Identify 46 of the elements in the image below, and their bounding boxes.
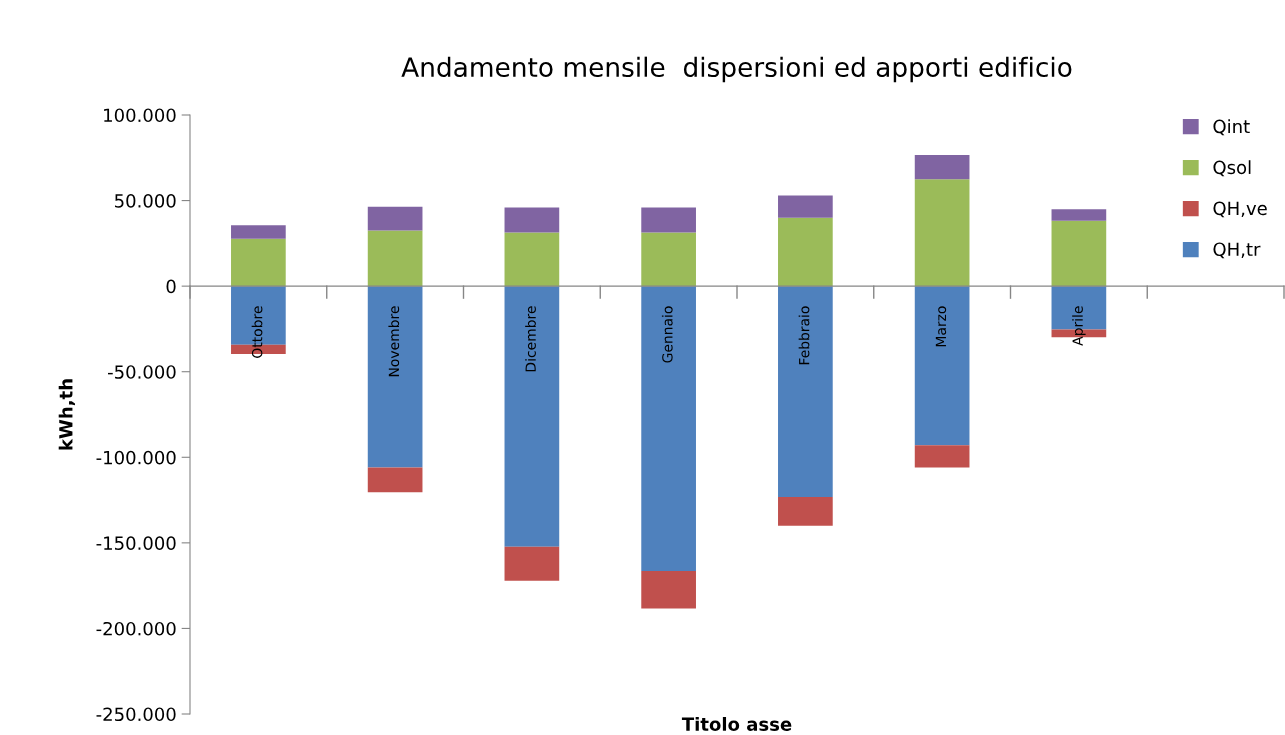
bar	[641, 232, 696, 287]
legend-label: Qint	[1213, 119, 1250, 136]
x-tick-label: Marzo	[935, 306, 947, 347]
bar	[914, 286, 970, 446]
x-tick-label: Febbraio	[798, 306, 810, 365]
y-tick-label: -100.000	[96, 450, 176, 465]
y-tick-label: -200.000	[96, 621, 176, 636]
bar	[367, 467, 423, 493]
x-tick-label: Ottobre	[251, 306, 263, 358]
bar	[641, 571, 696, 609]
y-axis-title: kWh,th	[58, 379, 75, 450]
bar	[1051, 220, 1107, 287]
x-axis-title: Titolo asse	[681, 716, 792, 731]
bar	[1051, 209, 1107, 221]
bar	[504, 232, 560, 287]
y-tick-label: -250.000	[96, 707, 176, 722]
bar	[231, 225, 286, 239]
x-tick-label: Gennaio	[661, 306, 673, 363]
y-tick-label: -150.000	[96, 536, 176, 550]
bar	[367, 286, 423, 468]
legend-label: QH,tr	[1213, 242, 1261, 259]
bar	[778, 217, 833, 287]
bar	[914, 179, 970, 287]
bar	[778, 286, 833, 497]
legend-label: QH,ve	[1213, 201, 1267, 218]
y-tick-label: 0	[166, 279, 176, 294]
bar	[778, 496, 833, 526]
bar	[504, 546, 560, 581]
bar	[367, 206, 423, 231]
x-tick-label: Aprile	[1072, 306, 1086, 346]
x-tick-label: Novembre	[388, 306, 400, 377]
bar	[641, 286, 696, 572]
bar	[367, 230, 423, 287]
bar	[778, 195, 833, 218]
bar	[641, 207, 696, 233]
x-tick-label: Dicembre	[525, 306, 536, 372]
bar	[914, 445, 970, 468]
legend-label: Qsol	[1213, 160, 1251, 177]
bar	[504, 286, 560, 547]
bar	[504, 207, 560, 233]
y-tick-label: -50.000	[108, 365, 176, 379]
chart-title: Andamento mensile dispersioni ed apporti edificio	[401, 56, 1072, 83]
bar	[914, 155, 970, 180]
y-tick-label: 50.000	[115, 194, 176, 208]
y-tick-label: 100.000	[104, 108, 176, 123]
bar	[231, 238, 286, 287]
